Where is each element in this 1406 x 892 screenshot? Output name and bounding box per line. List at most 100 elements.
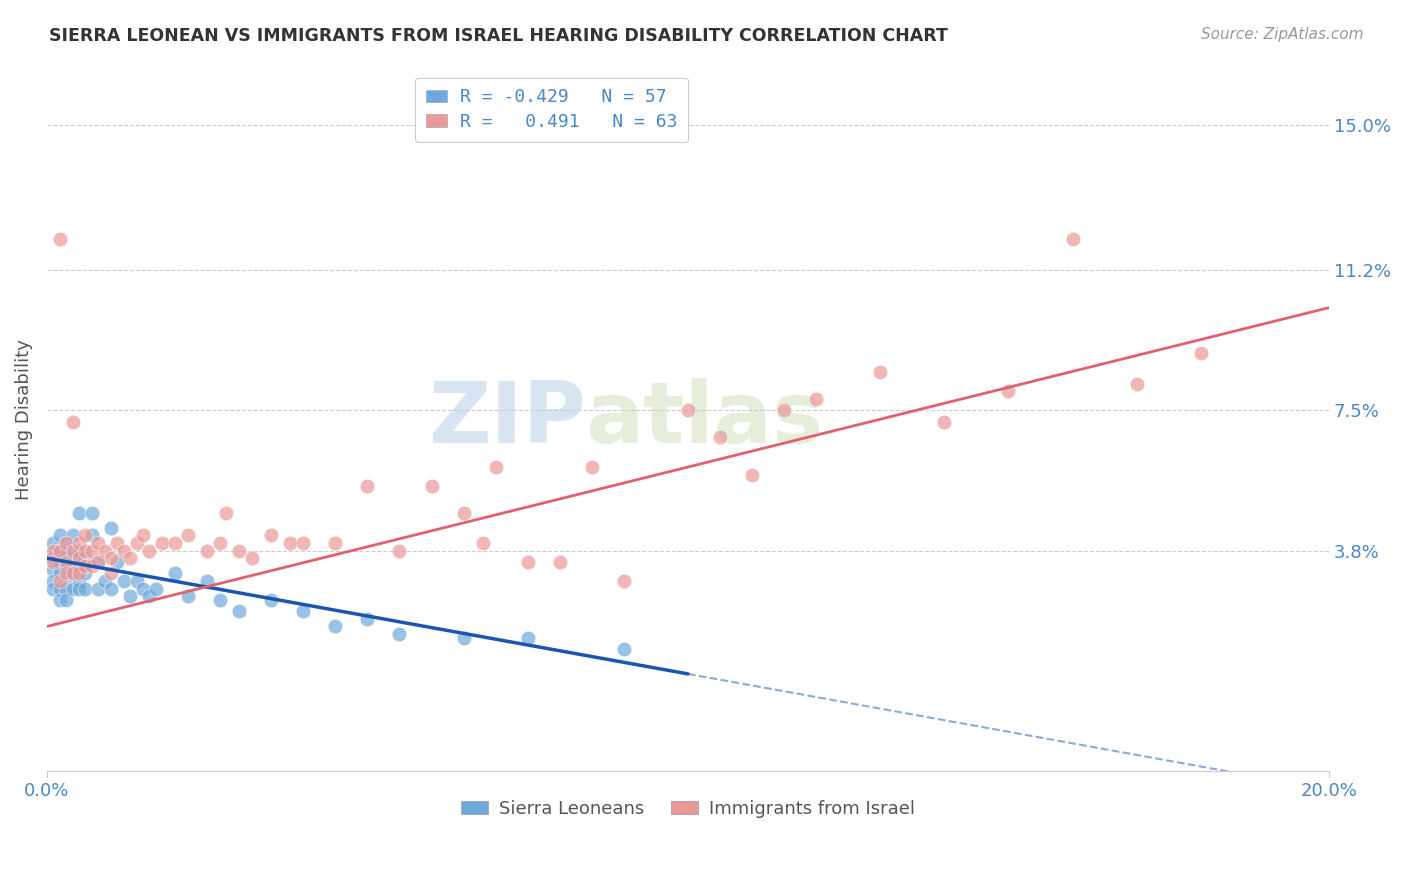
Point (42, 551, 65, 566)
Text: ZIP: ZIP (427, 378, 585, 461)
Point (145, 582, 167, 596)
Point (75, 566, 97, 581)
Point (804, 392, 827, 406)
Point (62, 415, 84, 429)
Point (260, 593, 283, 607)
Point (100, 521, 122, 535)
Point (613, 574, 636, 588)
Point (55, 547, 77, 561)
Point (292, 604, 315, 618)
Point (1062, 232, 1084, 246)
Point (132, 582, 155, 596)
Point (1189, 346, 1212, 360)
Point (67, 558, 90, 573)
Point (1125, 376, 1147, 391)
Point (356, 479, 378, 493)
Point (208, 536, 231, 550)
Point (516, 631, 538, 645)
Point (80, 543, 103, 558)
Point (48, 528, 70, 542)
Point (453, 631, 475, 645)
Point (48, 574, 70, 588)
Point (177, 528, 200, 542)
Point (292, 536, 315, 550)
Point (869, 365, 891, 379)
Point (709, 430, 731, 444)
Point (132, 528, 155, 542)
Point (165, 566, 187, 581)
Point (42, 574, 65, 588)
Point (48, 593, 70, 607)
Point (62, 566, 84, 581)
Point (55, 570, 77, 584)
Point (48, 582, 70, 596)
Point (997, 384, 1019, 398)
Point (112, 574, 135, 588)
Text: SIERRA LEONEAN VS IMMIGRANTS FROM ISRAEL HEARING DISABILITY CORRELATION CHART: SIERRA LEONEAN VS IMMIGRANTS FROM ISRAEL… (49, 27, 948, 45)
Point (67, 543, 90, 558)
Point (138, 543, 160, 558)
Point (453, 506, 475, 520)
Point (356, 612, 378, 626)
Point (471, 536, 494, 550)
Point (208, 593, 231, 607)
Point (55, 582, 77, 596)
Point (48, 566, 70, 581)
Point (87, 555, 110, 569)
Point (42, 536, 65, 550)
Point (280, 536, 302, 550)
Point (325, 619, 347, 633)
Point (195, 543, 218, 558)
Text: Source: ZipAtlas.com: Source: ZipAtlas.com (1201, 27, 1364, 42)
Point (62, 582, 84, 596)
Point (87, 582, 110, 596)
Point (67, 506, 90, 520)
Point (548, 555, 571, 569)
Point (165, 536, 187, 550)
Point (55, 536, 77, 550)
Legend: Sierra Leoneans, Immigrants from Israel: Sierra Leoneans, Immigrants from Israel (454, 792, 922, 825)
Point (75, 543, 97, 558)
Point (125, 536, 148, 550)
Point (93, 543, 115, 558)
Point (55, 566, 77, 581)
Point (260, 528, 283, 542)
Point (773, 403, 796, 417)
Point (228, 543, 250, 558)
Point (613, 642, 636, 657)
Point (516, 555, 538, 569)
Point (67, 536, 90, 550)
Point (62, 543, 84, 558)
Point (215, 506, 238, 520)
Point (138, 589, 160, 603)
Point (80, 506, 103, 520)
Point (55, 555, 77, 569)
Point (55, 593, 77, 607)
Point (420, 479, 443, 493)
Point (48, 543, 70, 558)
Point (87, 555, 110, 569)
Point (42, 543, 65, 558)
Point (75, 528, 97, 542)
Point (62, 566, 84, 581)
Point (80, 558, 103, 573)
Point (87, 536, 110, 550)
Point (388, 627, 411, 641)
Point (48, 543, 70, 558)
Point (120, 589, 142, 603)
Point (62, 543, 84, 558)
Point (100, 566, 122, 581)
Point (150, 536, 173, 550)
Point (55, 536, 77, 550)
Point (75, 551, 97, 566)
Point (67, 582, 90, 596)
Point (741, 467, 763, 482)
Point (67, 566, 90, 581)
Point (581, 460, 603, 475)
Point (62, 555, 84, 569)
Point (195, 574, 218, 588)
Point (125, 574, 148, 588)
Point (485, 460, 508, 475)
Point (75, 582, 97, 596)
Point (67, 551, 90, 566)
